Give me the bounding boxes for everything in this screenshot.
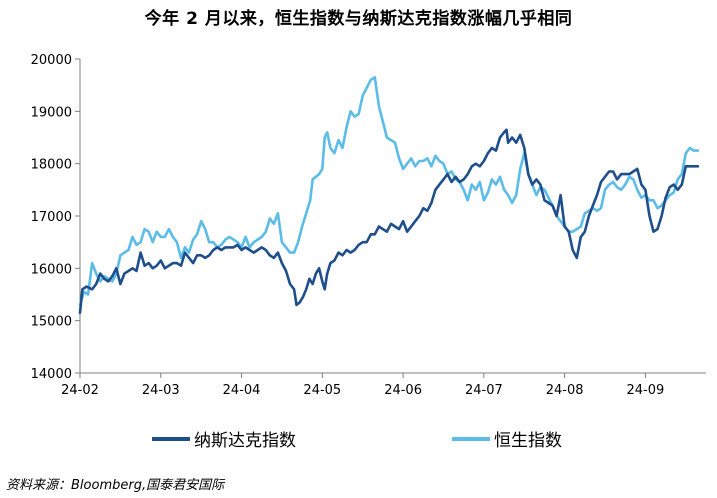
series-lines (78, 76, 700, 315)
legend-item-nasdaq: 纳斯达克指数 (152, 426, 296, 451)
x-tick-label: 24-02 (61, 383, 99, 398)
y-tick-label: 14000 (31, 367, 72, 382)
legend-item-hang-seng: 恒生指数 (452, 426, 562, 451)
y-tick-label: 15000 (31, 315, 72, 330)
series-line-hang-seng (78, 76, 700, 307)
y-tick-label: 16000 (31, 262, 72, 277)
legend-swatch-nasdaq (152, 436, 190, 441)
x-tick-label: 24-09 (627, 383, 665, 398)
x-tick-label: 24-04 (223, 383, 261, 398)
source-note: 资料来源：Bloomberg,国泰君安国际 (6, 478, 225, 493)
legend-label-nasdaq: 纳斯达克指数 (194, 431, 296, 451)
x-tick-label: 24-03 (142, 383, 180, 398)
chart-axes (75, 58, 706, 378)
legend-label-hang-seng: 恒生指数 (494, 431, 562, 451)
y-tick-label: 17000 (31, 210, 72, 225)
x-tick-label: 24-06 (384, 383, 422, 398)
x-tick-label: 24-07 (465, 383, 503, 398)
y-tick-label: 18000 (31, 158, 72, 173)
x-axis-tick-labels: 24-02 24-03 24-04 24-05 24-06 24-07 24-08 24-09 (61, 383, 664, 398)
y-axis-tick-labels: 14000 15000 16000 17000 18000 19000 20000 (31, 53, 72, 382)
legend-swatch-hang-seng (452, 436, 490, 441)
x-tick-label: 24-08 (546, 383, 584, 398)
chart-legend: 纳斯达克指数 恒生指数 (0, 426, 717, 451)
chart-title: 今年 2 月以来，恒生指数与纳斯达克指数涨幅几乎相同 (144, 9, 573, 29)
series-line-nasdaq (78, 128, 700, 315)
y-tick-label: 20000 (31, 53, 72, 68)
y-tick-label: 19000 (31, 105, 72, 120)
x-tick-label: 24-05 (303, 383, 341, 398)
